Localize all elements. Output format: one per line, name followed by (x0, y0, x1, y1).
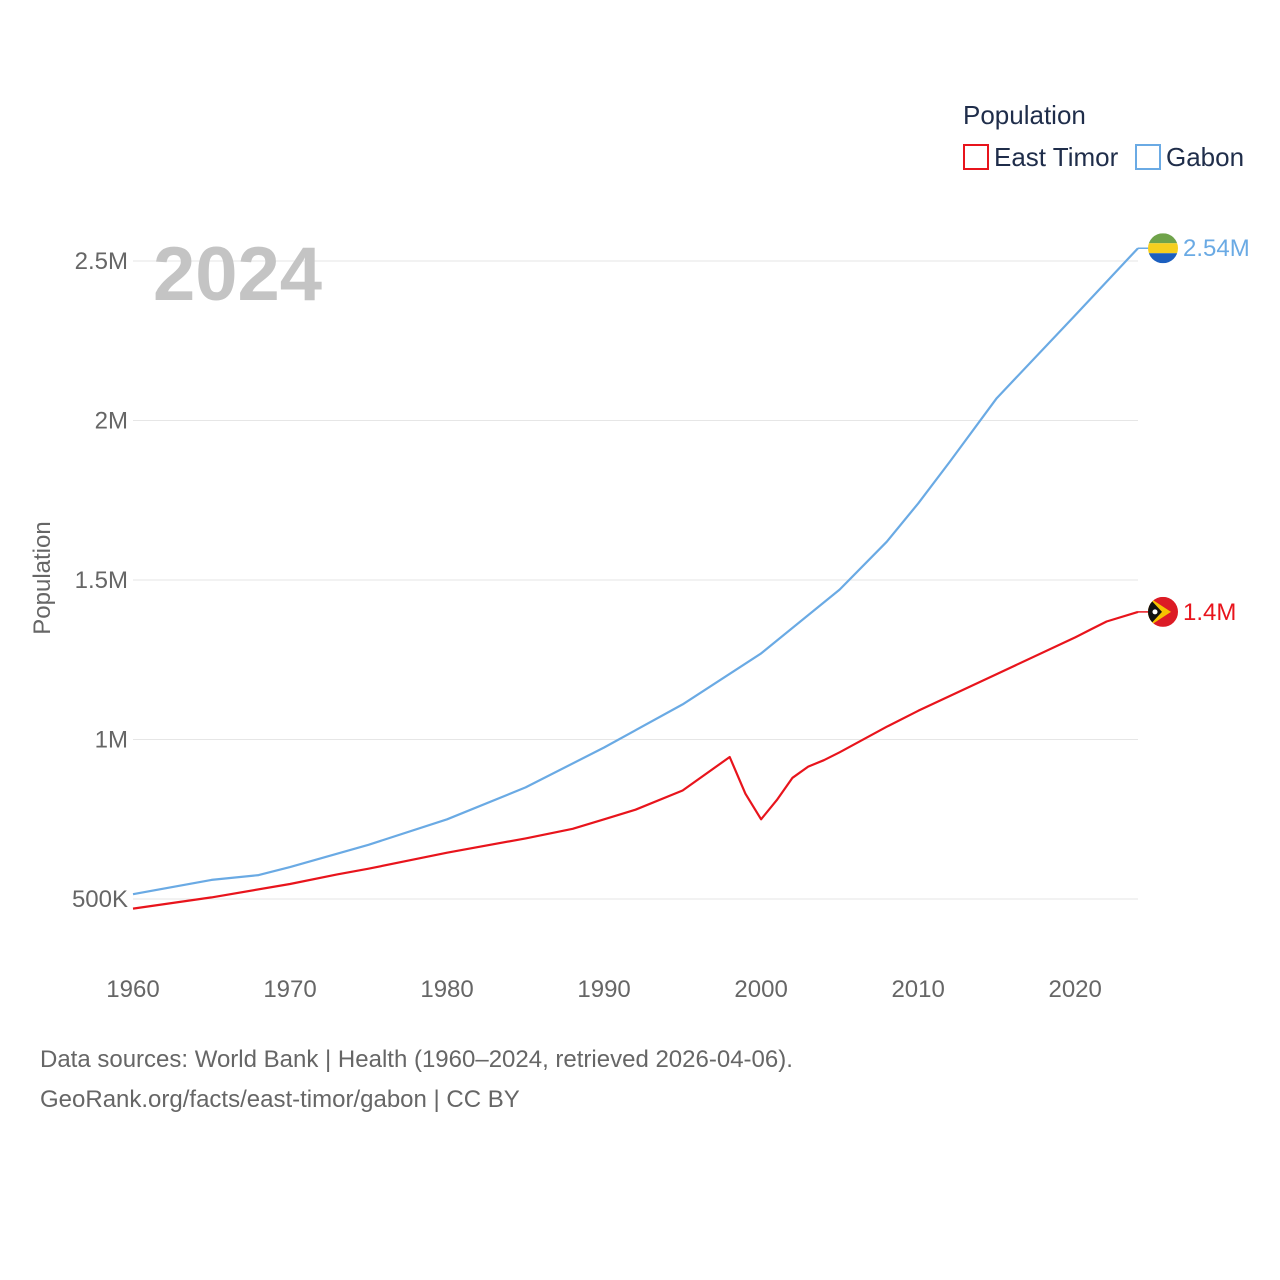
end-value-label: 1.4M (1183, 599, 1236, 626)
series-line-east-timor (132, 610, 1139, 910)
legend-swatch-gabon (1135, 144, 1161, 170)
y-tick-label: 2.5M (75, 248, 128, 275)
population-line-chart: 500K 1M 1.5M 2M 2.5M 1960 1970 1980 1990 2000 201… (29, 100, 1250, 1003)
legend-title: Population (963, 100, 1086, 130)
y-tick-label: 1.5M (75, 567, 128, 594)
y-tick-label: 1M (95, 727, 128, 754)
credit-text: GeoRank.org/facts/east-timor/gabon | CC … (40, 1086, 520, 1113)
x-tick-label: 2020 (1048, 976, 1101, 1003)
year-label: 2024 (153, 232, 322, 317)
gabon-flag-icon (1148, 233, 1178, 264)
footer: Data sources: World Bank | Health (1960–… (40, 1040, 793, 1120)
legend: Population East Timor Gabon (963, 100, 1244, 172)
x-tick-label: 1970 (263, 976, 316, 1003)
legend-item-east-timor[interactable]: East Timor (963, 142, 1119, 172)
series-line-gabon (132, 247, 1139, 896)
x-axis-ticks: 1960 1970 1980 1990 2000 2010 2020 (106, 976, 1102, 1003)
data-sources-text: Data sources: World Bank | Health (1960–… (40, 1046, 793, 1073)
x-tick-label: 1990 (577, 976, 630, 1003)
east-timor-flag-icon (1148, 596, 1178, 627)
legend-item-gabon[interactable]: Gabon (1135, 142, 1244, 172)
x-tick-label: 1980 (420, 976, 473, 1003)
y-tick-label: 500K (72, 886, 128, 913)
end-value-label: 2.54M (1183, 235, 1250, 262)
y-axis-label: Population (29, 521, 56, 634)
end-labels: 1.4M 2.54M (1138, 233, 1250, 627)
legend-swatch-east-timor (963, 144, 989, 170)
x-tick-label: 2010 (891, 976, 944, 1003)
y-tick-label: 2M (95, 408, 128, 435)
x-tick-label: 2000 (734, 976, 787, 1003)
gridlines (133, 260, 1138, 900)
legend-label-gabon: Gabon (1166, 142, 1244, 172)
y-axis-ticks: 500K 1M 1.5M 2M 2.5M (72, 248, 128, 913)
series-lines (132, 247, 1139, 910)
x-tick-label: 1960 (106, 976, 159, 1003)
legend-label-east-timor: East Timor (994, 142, 1119, 172)
